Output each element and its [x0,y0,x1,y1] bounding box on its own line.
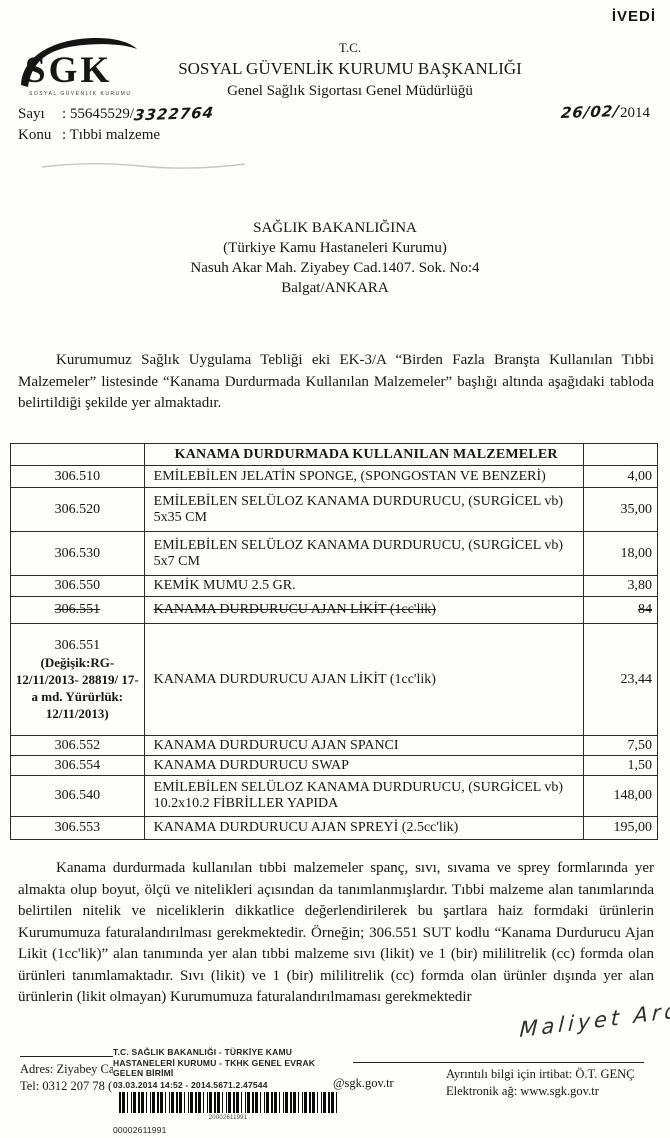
letterhead: T.C. SOSYAL GÜVENLİK KURUMU BAŞKANLIĞI G… [170,40,530,100]
price-cell: 1,50 [582,755,659,776]
footer-address: Adres: Ziyabey Ca Tel: 0312 207 78 ( [20,1061,116,1095]
stamp-line3: GELEN BİRİMİ [113,1068,174,1078]
sayi-handwritten-value: 3322764 [133,103,216,125]
recipient-org: (Türkiye Kamu Hastaneleri Kurumu) [223,240,447,256]
code-cell: 306.552 [10,735,145,756]
price-cell: 35,00 [582,487,659,532]
code-value: 306.551 [54,637,101,653]
closing-paragraph-text: Kanama durdurmada kullanılan tıbbi malze… [18,860,654,1005]
desc-cell: KANAMA DURDURUCU AJAN LİKİT (1cc'lik) [143,596,584,624]
barcode [119,1092,337,1113]
sgk-logo: SGK SOSYAL GÜVENLİK KURUMU [15,33,145,105]
code-cell: 306.551 (Değişik:RG- 12/11/2013- 28819/ … [10,623,145,736]
sayi-label: Sayı [18,106,45,122]
header-code-cell [10,443,145,466]
code-cell: 306.530 [10,531,145,576]
desc-cell: KANAMA DURDURUCU AJAN SPREYİ (2.5cc'lik) [143,816,584,840]
footer-contact-block: Ayrıntılı bilgi için irtibat: Ö.T. GENÇ … [446,1066,635,1100]
price-cell: 18,00 [582,531,659,576]
footer-phone-line: Tel: 0312 207 78 ( [20,1079,113,1093]
letterhead-directorate: Genel Sağlık Sigortası Genel Müdürlüğü [227,82,473,99]
table-title-cell: KANAMA DURDURMADA KULLANILAN MALZEMELER [143,443,584,466]
header-price-cell [582,443,659,466]
desc-cell: KANAMA DURDURUCU AJAN LİKİT (1cc'lik) [143,623,584,736]
letterhead-tc: T.C. [338,40,362,55]
code-cell: 306.520 [10,487,145,532]
recipient-name: SAĞLIK BAKANLIĞINA [253,220,417,236]
table-row: 306.540 EMİLEBİLEN SELÜLOZ KANAMA DURDUR… [10,775,659,817]
desc-cell: KANAMA DURDURUCU SWAP [143,755,584,776]
recipient-city: Balgat/ANKARA [281,280,389,296]
table-row-amended: 306.551 (Değişik:RG- 12/11/2013- 28819/ … [10,623,659,736]
stamp-datetime: 03.03.2014 14:52 - 2014.5671.2.47544 [113,1079,268,1090]
konu-value: : Tıbbi malzeme [62,127,161,143]
recipient-street: Nasuh Akar Mah. Ziyabey Cad.1407. Sok. N… [190,260,480,276]
table-header-row: KANAMA DURDURMADA KULLANILAN MALZEMELER [10,443,659,466]
price-cell: 195,00 [582,816,659,840]
desc-cell: EMİLEBİLEN SELÜLOZ KANAMA DURDURUCU, (SU… [143,487,584,532]
incoming-document-stamp: T.C. SAĞLIK BAKANLIĞI - TÜRKİYE KAMU HAS… [113,1047,353,1135]
table-row: 306.520 EMİLEBİLEN SELÜLOZ KANAMA DURDUR… [10,487,659,532]
materials-table: KANAMA DURDURMADA KULLANILAN MALZEMELER … [10,443,659,840]
sayi-row: Sayı : 55645529/ 3322764 [18,103,216,125]
price-cell: 84 [582,596,659,624]
table-row-struck: 306.551 KANAMA DURDURUCU AJAN LİKİT (1cc… [10,596,659,624]
price-cell: 4,00 [582,465,659,488]
desc-cell: EMİLEBİLEN SELÜLOZ KANAMA DURDURUCU, (SU… [143,775,584,817]
stamp-line1: T.C. SAĞLIK BAKANLIĞI - TÜRKİYE KAMU [113,1047,293,1057]
table-row: 306.550 KEMİK MUMU 2.5 GR. 3,80 [10,575,659,597]
sgk-logo-text: SGK [25,50,113,91]
desc-cell: KANAMA DURDURUCU AJAN SPANCI [143,735,584,756]
stamp-line2: HASTANELERİ KURUMU - TKHK GENEL EVRAK [113,1057,316,1068]
letterhead-institution: SOSYAL GÜVENLİK KURUMU BAŞKANLIĞI [178,59,522,79]
intro-paragraph-text: Kurumumuz Sağlık Uygulama Tebliği eki EK… [18,352,654,411]
price-cell: 3,80 [582,575,659,597]
recipient-block: SAĞLIK BAKANLIĞINA (Türkiye Kamu Hastane… [0,218,670,298]
table-row: 306.552 KANAMA DURDURUCU AJAN SPANCI 7,5… [10,735,659,756]
footer-email: @sgk.gov.tr [333,1076,394,1090]
konu-label: Konu [18,127,52,143]
barcode-number: 00002611991 [113,1124,167,1135]
table-row: 306.554 KANAMA DURDURUCU SWAP 1,50 [10,755,659,776]
sgk-logo-swoosh-icon [21,37,137,87]
table-row: 306.510 EMİLEBİLEN JELATİN SPONGE, (SPON… [10,465,659,488]
sgk-logo-subtext: SOSYAL GÜVENLİK KURUMU [29,91,132,97]
price-cell: 148,00 [582,775,659,817]
code-cell: 306.551 [10,596,145,624]
footer-website: Elektronik ağ: www.sgk.gov.tr [446,1084,599,1098]
pen-stroke-mark [41,163,246,169]
desc-cell: KEMİK MUMU 2.5 GR. [143,575,584,597]
footer-divider-left [20,1056,116,1057]
desc-cell: EMİLEBİLEN JELATİN SPONGE, (SPONGOSTAN V… [143,465,584,488]
code-amendment-note: (Değişik:RG- 12/11/2013- 28819/ 17-a md.… [15,654,139,721]
intro-paragraph: Kurumumuz Sağlık Uygulama Tebliği eki EK… [18,350,654,415]
table-row: 306.530 EMİLEBİLEN SELÜLOZ KANAMA DURDUR… [10,531,659,576]
price-cell: 7,50 [582,735,659,756]
date-printed-part: 2014 [620,105,650,121]
footer-address-line: Adres: Ziyabey Ca [20,1062,115,1076]
price-cell: 23,44 [582,623,659,736]
document-meta: Sayı : 55645529/ 3322764 Konu : Tıbbi ma… [18,103,216,146]
sayi-printed-value: : 55645529/ [62,106,135,122]
code-cell: 306.510 [10,465,145,488]
code-cell: 306.550 [10,575,145,597]
code-cell: 306.540 [10,775,145,817]
desc-cell: EMİLEBİLEN SELÜLOZ KANAMA DURDURUCU, (SU… [143,531,584,576]
table-row: 306.553 KANAMA DURDURUCU AJAN SPREYİ (2.… [10,816,659,840]
code-cell: 306.554 [10,755,145,776]
barcode-small-number: 20002611991 [208,1115,248,1121]
closing-paragraph: Kanama durdurmada kullanılan tıbbi malze… [18,858,654,1009]
footer-divider-right [334,1062,644,1063]
document-date: 26/02/2014 [560,101,650,123]
code-cell: 306.553 [10,816,145,840]
date-handwritten-part: 26/02/ [560,101,621,123]
urgency-label: İVEDİ [611,8,656,25]
footer-contact-person: Ayrıntılı bilgi için irtibat: Ö.T. GENÇ [446,1067,635,1081]
konu-row: Konu : Tıbbi malzeme [18,125,214,146]
